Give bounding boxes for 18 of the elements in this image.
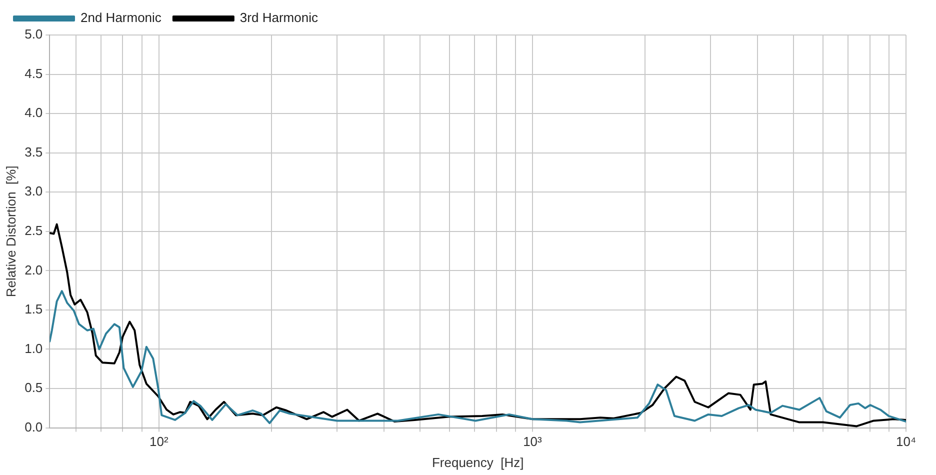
y-tick-label: 5.0 bbox=[24, 26, 43, 42]
x-axis-title: Frequency [Hz] bbox=[432, 454, 524, 470]
legend-label: 2nd Harmonic bbox=[80, 10, 162, 26]
x-tick-label: 10⁴ bbox=[896, 434, 916, 450]
y-tick-label: 1.5 bbox=[24, 302, 43, 317]
x-tick-label: 10³ bbox=[523, 434, 543, 450]
y-tick-label: 4.5 bbox=[24, 66, 43, 81]
y-tick-label: 2.5 bbox=[24, 222, 43, 238]
y-axis-title: Relative Distortion [%] bbox=[3, 166, 18, 298]
y-tick-label: 0.0 bbox=[24, 419, 43, 434]
y-tick-label: 3.5 bbox=[24, 144, 43, 160]
y-tick-label: 4.0 bbox=[24, 105, 43, 120]
y-tick-label: 0.5 bbox=[24, 380, 43, 396]
y-tick-label: 2.0 bbox=[24, 262, 43, 278]
y-tick-label: 1.0 bbox=[24, 340, 43, 356]
x-tick-label: 10² bbox=[150, 434, 169, 450]
y-tick-label: 3.0 bbox=[24, 184, 43, 199]
legend-label: 3rd Harmonic bbox=[240, 10, 318, 26]
